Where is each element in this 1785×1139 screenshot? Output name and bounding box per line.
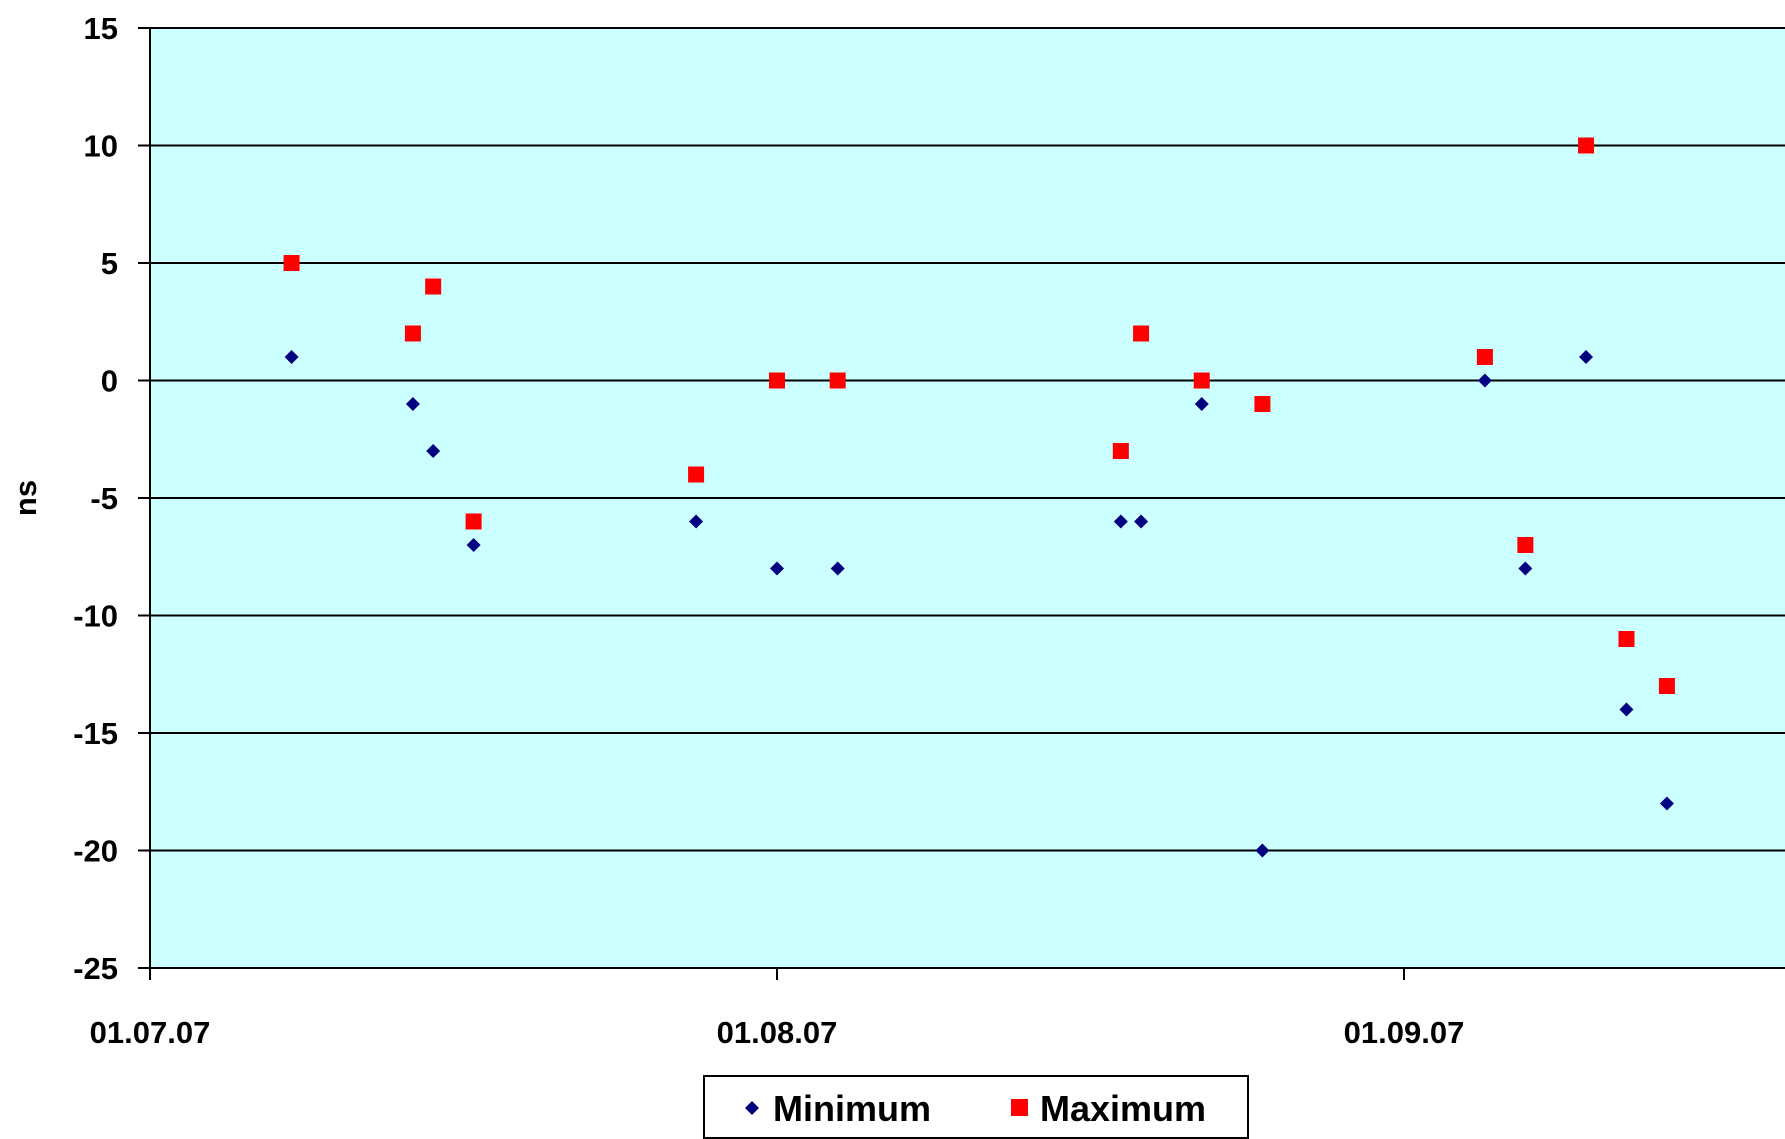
- series-maximum: [283, 137, 1675, 694]
- y-tick-label: -5: [90, 481, 118, 516]
- x-tick-label: 01.07.07: [90, 1015, 211, 1050]
- point-minimum: [466, 538, 481, 552]
- point-maximum: [1133, 325, 1150, 342]
- y-tick-label: 10: [84, 129, 118, 164]
- legend-marker-minimum: [745, 1101, 759, 1115]
- point-maximum: [425, 278, 442, 295]
- point-minimum: [689, 514, 704, 529]
- point-minimum: [1518, 561, 1533, 576]
- point-maximum: [283, 255, 300, 271]
- point-maximum: [1254, 396, 1271, 412]
- y-tick-label: -20: [73, 834, 118, 869]
- point-maximum: [688, 466, 705, 483]
- point-minimum: [1134, 514, 1149, 529]
- point-maximum: [1658, 678, 1675, 694]
- point-maximum: [1193, 372, 1210, 389]
- point-maximum: [829, 372, 846, 389]
- point-minimum: [405, 397, 420, 411]
- point-maximum: [1618, 631, 1635, 647]
- y-tick-label: -15: [73, 716, 118, 751]
- x-tick-label: 01.08.07: [717, 1015, 838, 1050]
- point-minimum: [1477, 373, 1492, 388]
- point-minimum: [1659, 796, 1674, 811]
- point-maximum: [404, 325, 421, 342]
- y-tick-label: -10: [73, 599, 118, 634]
- y-tick-label: 15: [84, 11, 118, 46]
- x-axis-tick-labels: 01.07.07 01.08.07 01.09.07: [90, 968, 1465, 1050]
- legend-box: [703, 1075, 1249, 1139]
- point-minimum: [1619, 702, 1634, 717]
- data-series: [283, 137, 1675, 858]
- gridlines: [150, 27, 1785, 852]
- point-maximum: [769, 372, 785, 389]
- point-maximum: [465, 513, 482, 530]
- point-minimum: [284, 350, 299, 364]
- point-minimum: [1194, 397, 1209, 411]
- y-tick-label: 0: [101, 364, 118, 399]
- point-maximum: [1517, 537, 1534, 553]
- y-axis-title: ns: [8, 480, 43, 516]
- point-minimum: [1113, 514, 1128, 529]
- y-tick-label: 5: [101, 246, 118, 281]
- legend-label-minimum: Minimum: [773, 1088, 931, 1129]
- point-maximum: [1476, 349, 1493, 365]
- legend-marker-maximum: [1011, 1099, 1028, 1116]
- legend: Minimum Maximum: [703, 1075, 1249, 1139]
- legend-label-maximum: Maximum: [1040, 1088, 1206, 1129]
- point-minimum: [770, 561, 784, 576]
- point-minimum: [1579, 350, 1594, 364]
- point-minimum: [1255, 843, 1270, 858]
- point-maximum: [1112, 443, 1129, 459]
- point-minimum: [426, 444, 441, 458]
- series-minimum: [284, 350, 1674, 858]
- y-tick-label: -25: [73, 951, 118, 986]
- y-axis-tick-labels: 15 10 5 0 -5 -10 -15 -20 -25: [73, 11, 150, 986]
- point-maximum: [1578, 137, 1595, 154]
- point-minimum: [830, 561, 845, 576]
- x-tick-label: 01.09.07: [1344, 1015, 1465, 1050]
